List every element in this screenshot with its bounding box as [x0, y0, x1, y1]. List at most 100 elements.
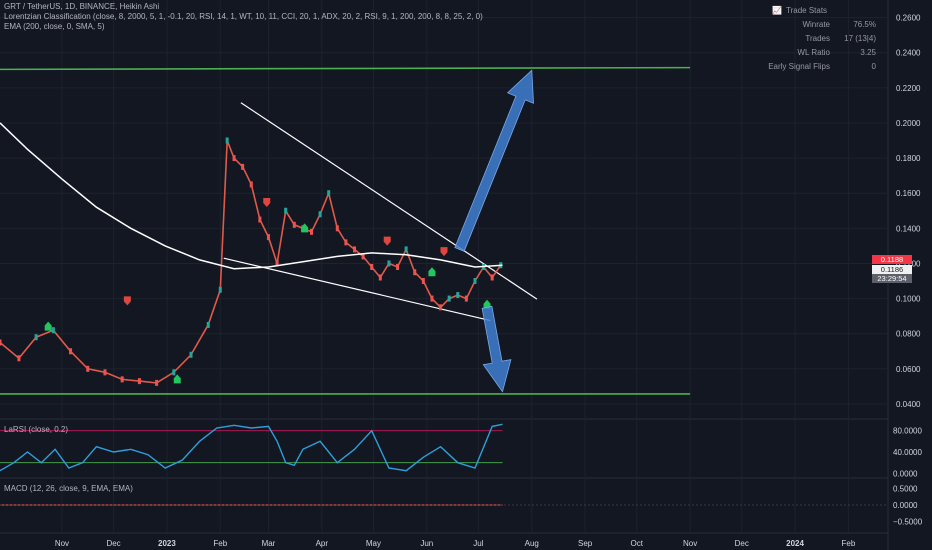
buy-signal-marker [301, 223, 309, 233]
rsi-tick-label: 40.0000 [893, 448, 922, 457]
price-badge-red: 0.1188 [872, 255, 912, 264]
x-tick-label: Nov [683, 539, 697, 548]
x-tick-label: Aug [525, 539, 539, 548]
larsi-label: LaRSI (close, 0.2) [4, 425, 69, 434]
y-tick-label: 0.2600 [896, 14, 921, 23]
candle [189, 351, 193, 358]
candle [86, 365, 90, 372]
x-tick-label: Apr [316, 539, 329, 548]
candle [218, 286, 222, 293]
candle [447, 295, 451, 302]
arrow-down [481, 305, 512, 393]
stats-icon: 📈 [772, 6, 782, 15]
x-tick-label: Dec [735, 539, 749, 548]
candle [473, 278, 477, 285]
candle [361, 253, 365, 260]
x-tick-label: Mar [262, 539, 276, 548]
candle [103, 369, 107, 376]
arrow-up [454, 69, 534, 252]
x-tick-label: 2024 [786, 539, 804, 548]
y-tick-label: 0.1000 [896, 295, 921, 304]
sell-signal-marker [383, 236, 391, 246]
candle [404, 246, 408, 253]
candle [137, 378, 141, 385]
stat-key: Early Signal Flips [768, 62, 830, 71]
buy-signal-marker [483, 299, 491, 309]
y-tick-label: 0.2000 [896, 119, 921, 128]
trade-stats-title: Trade Stats [786, 6, 828, 15]
stat-key: Winrate [802, 20, 830, 29]
candle [266, 234, 270, 241]
stat-value: 3.25 [860, 48, 876, 57]
candle [17, 355, 21, 362]
x-tick-label: 2023 [158, 539, 176, 548]
candle [51, 327, 55, 334]
sell-signal-marker [123, 296, 131, 306]
stat-key: Trades [805, 34, 830, 43]
y-tick-label: 0.2400 [896, 49, 921, 58]
candle [387, 260, 391, 267]
candle [490, 274, 494, 281]
price-badge-white: 0.1186 [872, 265, 912, 274]
candle [232, 155, 236, 162]
y-tick-label: 0.1600 [896, 189, 921, 198]
buy-signal-marker [173, 374, 181, 384]
x-tick-label: Nov [55, 539, 69, 548]
indicator-lorentzian-label: Lorentzian Classification (close, 8, 200… [4, 12, 483, 21]
sell-signal-marker [263, 197, 271, 207]
candle [344, 239, 348, 246]
candle [258, 216, 262, 223]
y-tick-label: 0.0800 [896, 330, 921, 339]
candle [284, 207, 288, 214]
candle [456, 292, 460, 299]
candle [318, 211, 322, 218]
candle [249, 181, 253, 188]
sell-signal-marker [440, 247, 448, 257]
candle [69, 348, 73, 355]
y-tick-label: 0.0400 [896, 400, 921, 409]
candle [421, 278, 425, 285]
y-tick-label: 0.0600 [896, 365, 921, 374]
trade-stats-panel: 📈 Trade Stats Winrate 76.5% Trades 17 (13|4… [766, 6, 876, 76]
stat-value: 0 [871, 62, 876, 71]
candle [327, 190, 331, 197]
stat-value: 17 (13|4) [844, 34, 876, 43]
y-tick-label: 0.2200 [896, 84, 921, 93]
candle [370, 263, 374, 270]
candle [0, 339, 2, 346]
candle [439, 304, 443, 311]
green-trendline [0, 66, 691, 71]
candle [292, 221, 296, 228]
candle [155, 379, 159, 386]
candle [396, 263, 400, 270]
buy-signal-marker [44, 321, 52, 331]
candle [275, 260, 279, 267]
candle [464, 295, 468, 302]
rsi-line [0, 423, 503, 472]
countdown-badge: 23:29:54 [872, 274, 912, 283]
x-tick-label: Sep [578, 539, 593, 548]
ema-line [0, 122, 503, 270]
macd-tick-label: 0.0000 [893, 501, 918, 510]
candle [120, 376, 124, 383]
rsi-tick-label: 0.0000 [893, 469, 918, 478]
candle [430, 295, 434, 302]
x-tick-label: Jul [473, 539, 483, 548]
candle [34, 334, 38, 341]
candle [241, 163, 245, 170]
stat-key: WL Ratio [797, 48, 830, 57]
x-tick-label: Dec [106, 539, 120, 548]
indicator-ema-label: EMA (200, close, 0, SMA, 5) [4, 22, 105, 31]
stat-value: 76.5% [853, 20, 876, 29]
candle [378, 274, 382, 281]
x-tick-label: Feb [213, 539, 227, 548]
x-tick-label: Feb [842, 539, 856, 548]
macd-tick-label: 0.5000 [893, 484, 918, 493]
candle [309, 228, 313, 235]
candle [353, 246, 357, 253]
macd-label: MACD (12, 26, close, 9, EMA, EMA) [4, 484, 133, 493]
candle [225, 137, 229, 144]
candle [206, 321, 210, 328]
